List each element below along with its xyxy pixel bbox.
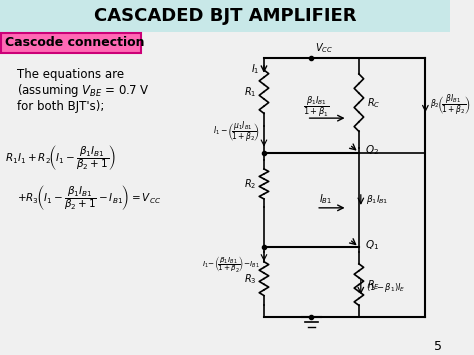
- Text: $\dfrac{\beta_1 I_{B1}}{1+\beta_1}$: $\dfrac{\beta_1 I_{B1}}{1+\beta_1}$: [303, 95, 329, 120]
- Text: $R_E$: $R_E$: [366, 278, 380, 291]
- Text: (assuming $V_{BE}$ = 0.7 V: (assuming $V_{BE}$ = 0.7 V: [17, 82, 150, 99]
- Text: The equations are: The equations are: [17, 68, 124, 81]
- Text: $R_C$: $R_C$: [366, 96, 380, 110]
- Text: $\beta_2\!\left(\!\dfrac{\beta I_{B1}}{1+\beta_2}\!\right)$: $\beta_2\!\left(\!\dfrac{\beta I_{B1}}{1…: [430, 93, 470, 118]
- Text: $I_1$: $I_1$: [251, 62, 259, 76]
- FancyBboxPatch shape: [0, 0, 450, 32]
- Text: $R_1$: $R_1$: [244, 85, 256, 99]
- Text: CASCADED BJT AMPLIFIER: CASCADED BJT AMPLIFIER: [94, 7, 356, 25]
- Text: Cascode connection: Cascode connection: [5, 36, 144, 49]
- Text: $Q_2$: $Q_2$: [365, 144, 379, 157]
- Text: $I_{B1}$: $I_{B1}$: [319, 192, 332, 206]
- Text: $+R_3\!\left(I_1 - \dfrac{\beta_1 I_{B1}}{\beta_2 + 1} - I_{B1}\right) = V_{CC}$: $+R_3\!\left(I_1 - \dfrac{\beta_1 I_{B1}…: [17, 183, 161, 212]
- Text: $R_2$: $R_2$: [244, 177, 256, 191]
- Text: $I_1\!-\!\left(\!\dfrac{\beta_1 I_{B1}}{1+\beta_2}\!\right)\!-\!I_{B1}$: $I_1\!-\!\left(\!\dfrac{\beta_1 I_{B1}}{…: [202, 254, 260, 274]
- FancyBboxPatch shape: [1, 33, 141, 53]
- Text: 5: 5: [434, 340, 441, 354]
- Text: $(1-\beta_1)I_E$: $(1-\beta_1)I_E$: [365, 280, 405, 294]
- Text: $R_3$: $R_3$: [244, 272, 256, 285]
- Text: $R_1I_1 + R_2\!\left(I_1 - \dfrac{\beta_1 I_{B1}}{\beta_2 + 1}\right)$: $R_1I_1 + R_2\!\left(I_1 - \dfrac{\beta_…: [5, 143, 116, 172]
- Text: $\beta_1 I_{B1}$: $\beta_1 I_{B1}$: [365, 193, 388, 206]
- Text: for both BJT's);: for both BJT's);: [17, 100, 104, 113]
- Text: $I_1 - \!\left(\!\dfrac{\mu_1 I_{B1}}{1+\beta_2}\!\right)$: $I_1 - \!\left(\!\dfrac{\mu_1 I_{B1}}{1+…: [213, 119, 260, 144]
- Text: $V_{CC}$: $V_{CC}$: [315, 41, 333, 55]
- Text: $Q_1$: $Q_1$: [365, 238, 379, 252]
